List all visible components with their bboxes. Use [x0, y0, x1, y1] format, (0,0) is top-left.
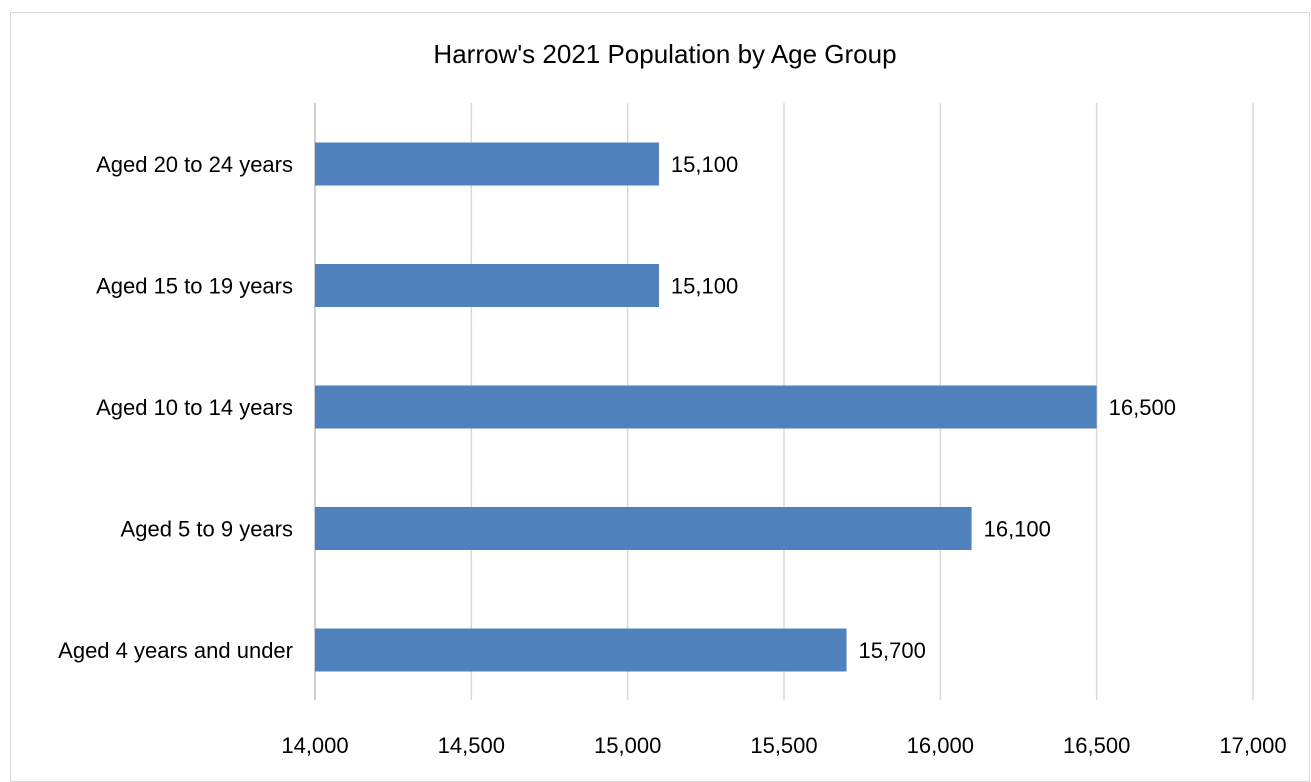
data-label: 15,100	[671, 152, 738, 177]
x-tick-label: 16,000	[907, 733, 974, 758]
x-tick-labels: 14,000 14,500 15,000 15,500 16,000 16,500 17,0…	[281, 733, 1286, 758]
category-label: Aged 20 to 24 years	[96, 152, 293, 177]
bar	[315, 385, 1097, 429]
bar	[315, 264, 659, 307]
data-label: 15,700	[859, 638, 926, 663]
data-label: 16,100	[984, 517, 1051, 542]
data-label: 15,100	[671, 274, 738, 299]
x-tick-label: 15,000	[594, 733, 661, 758]
x-tick-label: 14,500	[438, 733, 505, 758]
bar	[315, 142, 659, 186]
x-tick-label: 15,500	[750, 733, 817, 758]
category-label: Aged 5 to 9 years	[121, 517, 293, 542]
category-label: Aged 4 years and under	[58, 638, 293, 663]
x-tick-label: 16,500	[1063, 733, 1130, 758]
x-tick-label: 14,000	[281, 733, 348, 758]
bars	[315, 142, 1097, 672]
category-labels: Aged 20 to 24 years Aged 15 to 19 years Ag…	[58, 152, 293, 663]
data-label: 16,500	[1109, 395, 1176, 420]
bar	[315, 628, 847, 672]
category-label: Aged 15 to 19 years	[96, 274, 293, 299]
bar	[315, 507, 972, 550]
data-labels: 15,100 15,100 16,500 16,100 15,700	[671, 152, 1176, 663]
chart-title: Harrow's 2021 Population by Age Group	[433, 39, 896, 69]
x-tick-label: 17,000	[1219, 733, 1286, 758]
category-label: Aged 10 to 14 years	[96, 395, 293, 420]
